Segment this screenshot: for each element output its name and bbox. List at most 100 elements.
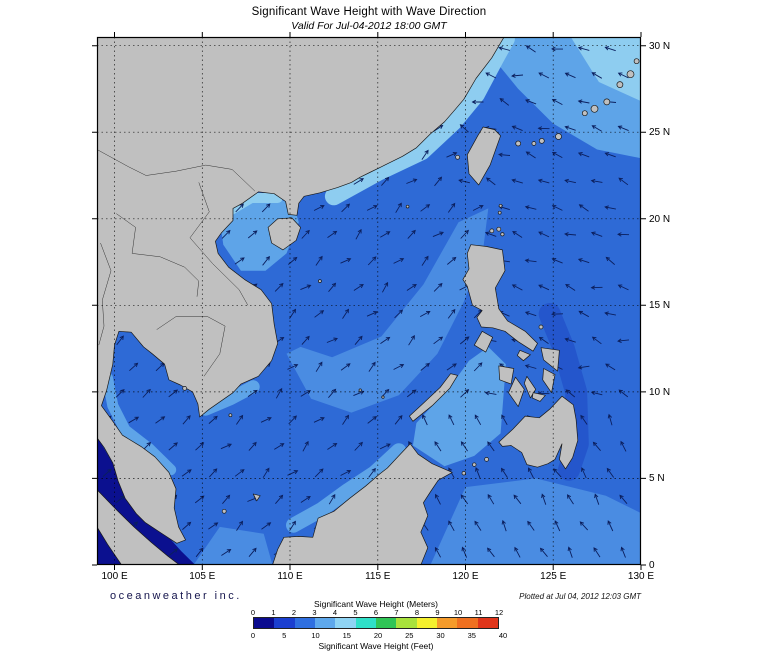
small-island (381, 395, 385, 399)
legend-meters-tick-6: 6 (373, 608, 379, 617)
lon-label-105: 105 E (189, 571, 216, 582)
legend-meters-tick-10: 10 (453, 608, 463, 617)
small-island (461, 471, 466, 476)
mindanao-island (498, 395, 579, 470)
legend-meters-tick-12: 12 (494, 608, 504, 617)
small-island (626, 70, 635, 79)
small-island (633, 58, 640, 65)
legend-color-segment-4 (335, 618, 356, 628)
legend-meters-tick-2: 2 (291, 608, 297, 617)
mainland-asia (97, 37, 505, 544)
legend-color-segment-5 (355, 618, 376, 628)
lon-label-130: 130 E (627, 571, 655, 582)
axis-tick-marks (92, 32, 646, 570)
legend-color-segment-11 (477, 618, 498, 628)
small-island (538, 324, 544, 330)
legend-color-segment-9 (436, 618, 458, 628)
legend-color-segment-0 (254, 618, 275, 628)
legend-feet-tick-10: 10 (311, 631, 320, 640)
small-island (497, 210, 502, 215)
lat-label-20: 20 N (649, 213, 671, 225)
lon-label-115: 115 E (365, 571, 391, 582)
legend-feet-tick-40: 40 (498, 631, 508, 640)
legend-feet-tick-15: 15 (342, 631, 351, 640)
plotted-timestamp: Plotted at Jul 04, 2012 12:03 GMT (519, 592, 641, 601)
panay-island (498, 365, 515, 385)
taiwan-island (466, 126, 501, 186)
small-island (500, 232, 505, 237)
lon-label-120: 120 E (452, 571, 479, 582)
small-island (221, 508, 227, 514)
landmass-layer (97, 37, 640, 565)
lat-label-30: 30 N (649, 40, 671, 52)
legend-meters-tick-3: 3 (312, 608, 317, 617)
natuna-island (252, 493, 261, 502)
legend-feet-tick-25: 25 (405, 631, 414, 640)
small-island (590, 104, 599, 113)
legend-feet-tick-30: 30 (436, 631, 445, 640)
small-island (318, 279, 322, 283)
legend-meters-tick-4: 4 (332, 608, 338, 617)
page-title: Significant Wave Height with Wave Direct… (251, 6, 487, 18)
ocean-shading (97, 37, 641, 565)
legend-feet-tick-5: 5 (282, 631, 287, 640)
sumatra-island (97, 489, 180, 565)
small-island (555, 133, 562, 140)
legend-meters-label: Significant Wave Height (Meters) (314, 599, 438, 609)
lat-label-0: 0 (649, 559, 655, 571)
lon-label-125: 125 E (540, 571, 567, 582)
legend-color-segment-8 (416, 618, 437, 628)
legend-meters-tick-9: 9 (435, 608, 440, 617)
small-island (484, 457, 489, 462)
legend-meters-tick-8: 8 (414, 608, 420, 617)
luzon-island (462, 244, 538, 352)
legend-color-segment-1 (274, 618, 295, 628)
legend-color-segment-7 (396, 618, 417, 628)
small-island (581, 110, 588, 117)
small-island (358, 388, 362, 392)
legend-color-segment-3 (314, 618, 336, 628)
lon-label-100: 100 E (101, 571, 128, 582)
small-island (515, 140, 522, 147)
legend-meters-tick-11: 11 (474, 608, 483, 617)
legend-colorbar (253, 617, 499, 629)
palawan-island (409, 373, 458, 422)
legend-meters-tick-1: 1 (271, 608, 276, 617)
small-island (405, 204, 410, 209)
wave-height-map (92, 32, 646, 570)
legend-color-segment-10 (457, 618, 478, 628)
small-island (228, 413, 233, 418)
small-island (531, 141, 537, 146)
small-island (472, 462, 477, 467)
lat-label-5: 5 N (649, 473, 665, 485)
map-frame (96, 36, 642, 566)
small-island (498, 203, 503, 208)
small-island (455, 154, 460, 160)
legend-feet-tick-20: 20 (373, 631, 383, 640)
bohol-island (531, 392, 546, 402)
lon-label-110: 110 E (277, 571, 303, 582)
legend-feet-tick-0: 0 (250, 631, 256, 640)
mindoro-island (473, 330, 494, 353)
small-island (489, 228, 495, 234)
legend-meters-tick-7: 7 (394, 608, 399, 617)
country-borders (97, 149, 256, 377)
legend-meters-tick-0: 0 (250, 608, 256, 617)
lat-label-15: 15 N (649, 300, 671, 312)
small-island (182, 386, 188, 391)
leyte-island (542, 368, 556, 394)
legend-feet-tick-35: 35 (467, 631, 476, 640)
lat-label-10: 10 N (649, 386, 671, 398)
masbate-island (516, 349, 531, 362)
lat-label-25: 25 N (649, 127, 671, 139)
borneo-island (272, 443, 453, 565)
small-island (538, 138, 545, 144)
legend-color-segment-2 (294, 618, 315, 628)
small-island (496, 226, 502, 232)
hainan-island (267, 217, 301, 251)
oceanweather-logo-text: oceanweather inc. (110, 590, 242, 602)
valid-time-subtitle: Valid For Jul-04-2012 18:00 GMT (291, 20, 447, 32)
legend-meters-tick-5: 5 (353, 608, 358, 617)
small-island (616, 81, 624, 88)
